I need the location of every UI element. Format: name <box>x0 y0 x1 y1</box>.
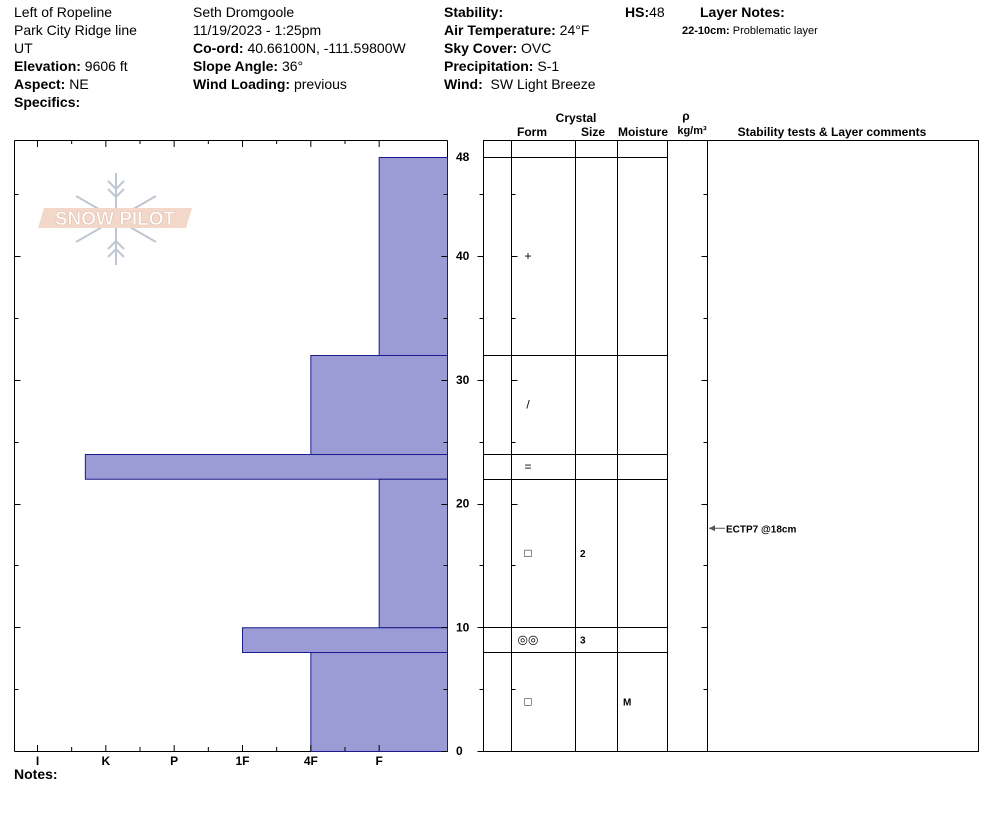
observer-name: Seth Dromgoole <box>193 4 295 20</box>
depth-axis: 0 10 20 30 40 48 <box>14 150 708 758</box>
layer-notes-title: Layer Notes: <box>700 4 785 20</box>
sky-cover: Sky Cover: OVC <box>444 40 552 56</box>
test-label: ECTP7 @18cm <box>726 524 796 535</box>
stability: Stability: <box>444 4 504 20</box>
slope-angle: Slope Angle: 36° <box>193 58 304 74</box>
hardness-bar <box>378 157 448 356</box>
grain-form-symbol: / <box>526 398 530 412</box>
grain-form-symbol: ◎◎ <box>518 633 539 647</box>
elevation: Elevation: 9606 ft <box>14 58 128 74</box>
hardness-bar <box>242 627 448 653</box>
grain-form-symbol: □ <box>524 546 531 560</box>
snowpilot-logo: SNOW PILOT <box>38 173 192 265</box>
depth-label: 10 <box>456 620 470 634</box>
layer-table-rows: + / = □ 2 ◎◎ 3 □ M <box>483 157 668 709</box>
hardness-label: 4F <box>304 754 318 768</box>
hardness-bars <box>84 157 449 752</box>
layer-note-entry: 22-10cm: Problematic layer <box>682 25 818 37</box>
hardness-label: K <box>101 754 110 768</box>
grain-form-symbol: + <box>524 249 531 263</box>
hardness-bar <box>84 454 448 480</box>
stability-header: Stability tests & Layer comments <box>738 125 927 139</box>
hardness-label: 1F <box>235 754 249 768</box>
size-header: Size <box>581 125 605 139</box>
observer-info: Seth Dromgoole 11/19/2023 - 1:25pm Co-or… <box>193 3 406 93</box>
hardness-bar <box>378 478 448 629</box>
specifics: Specifics: <box>14 94 81 110</box>
hardness-ticks: I K P 1F 4F F <box>36 140 383 768</box>
mountain-range: Park City Ridge line <box>14 22 137 38</box>
depth-label: 30 <box>456 373 470 387</box>
stability-tests: ECTP7 @18cm <box>709 524 796 535</box>
hardness-bar <box>310 652 449 752</box>
moisture-value: M <box>623 698 631 709</box>
aspect: Aspect: NE <box>14 76 89 92</box>
notes-label: Notes: <box>14 766 58 782</box>
hardness-label: F <box>375 754 382 768</box>
hardness-bar <box>310 355 449 455</box>
logo-text: SNOW PILOT <box>55 209 176 230</box>
air-temperature: Air Temperature: 24°F <box>444 22 590 38</box>
hardness-label: P <box>170 754 178 768</box>
grain-size: 2 <box>580 549 586 560</box>
snow-height: HS:48 <box>625 4 665 20</box>
wind: Wind: SW Light Breeze <box>444 76 596 92</box>
form-header: Form <box>517 125 547 139</box>
observation-datetime: 11/19/2023 - 1:25pm <box>193 22 322 38</box>
layer-table <box>483 140 979 752</box>
grain-size: 3 <box>580 636 586 647</box>
moisture-header: Moisture <box>618 125 668 139</box>
density-symbol: ρ <box>682 109 689 123</box>
depth-label: 48 <box>456 150 470 164</box>
conditions-info: Stability: Air Temperature: 24°F Sky Cov… <box>444 3 596 93</box>
site-info: Left of Ropeline Park City Ridge line UT… <box>14 3 137 111</box>
density-unit: kg/m³ <box>677 125 707 137</box>
test-pointer-arrow <box>709 525 715 532</box>
state: UT <box>14 40 33 56</box>
crystal-header: Crystal <box>556 111 597 125</box>
grain-form-symbol: = <box>524 459 531 473</box>
grain-form-symbol: □ <box>524 695 531 709</box>
depth-label: 40 <box>456 249 470 263</box>
depth-label: 0 <box>456 744 463 758</box>
wind-loading: Wind Loading: previous <box>193 76 347 92</box>
hardness-label: I <box>36 754 39 768</box>
depth-label: 20 <box>456 497 470 511</box>
coordinates: Co-ord: 40.66100N, -111.59800W <box>193 40 406 56</box>
precipitation: Precipitation: S-1 <box>444 58 560 74</box>
location: Left of Ropeline <box>14 4 113 20</box>
